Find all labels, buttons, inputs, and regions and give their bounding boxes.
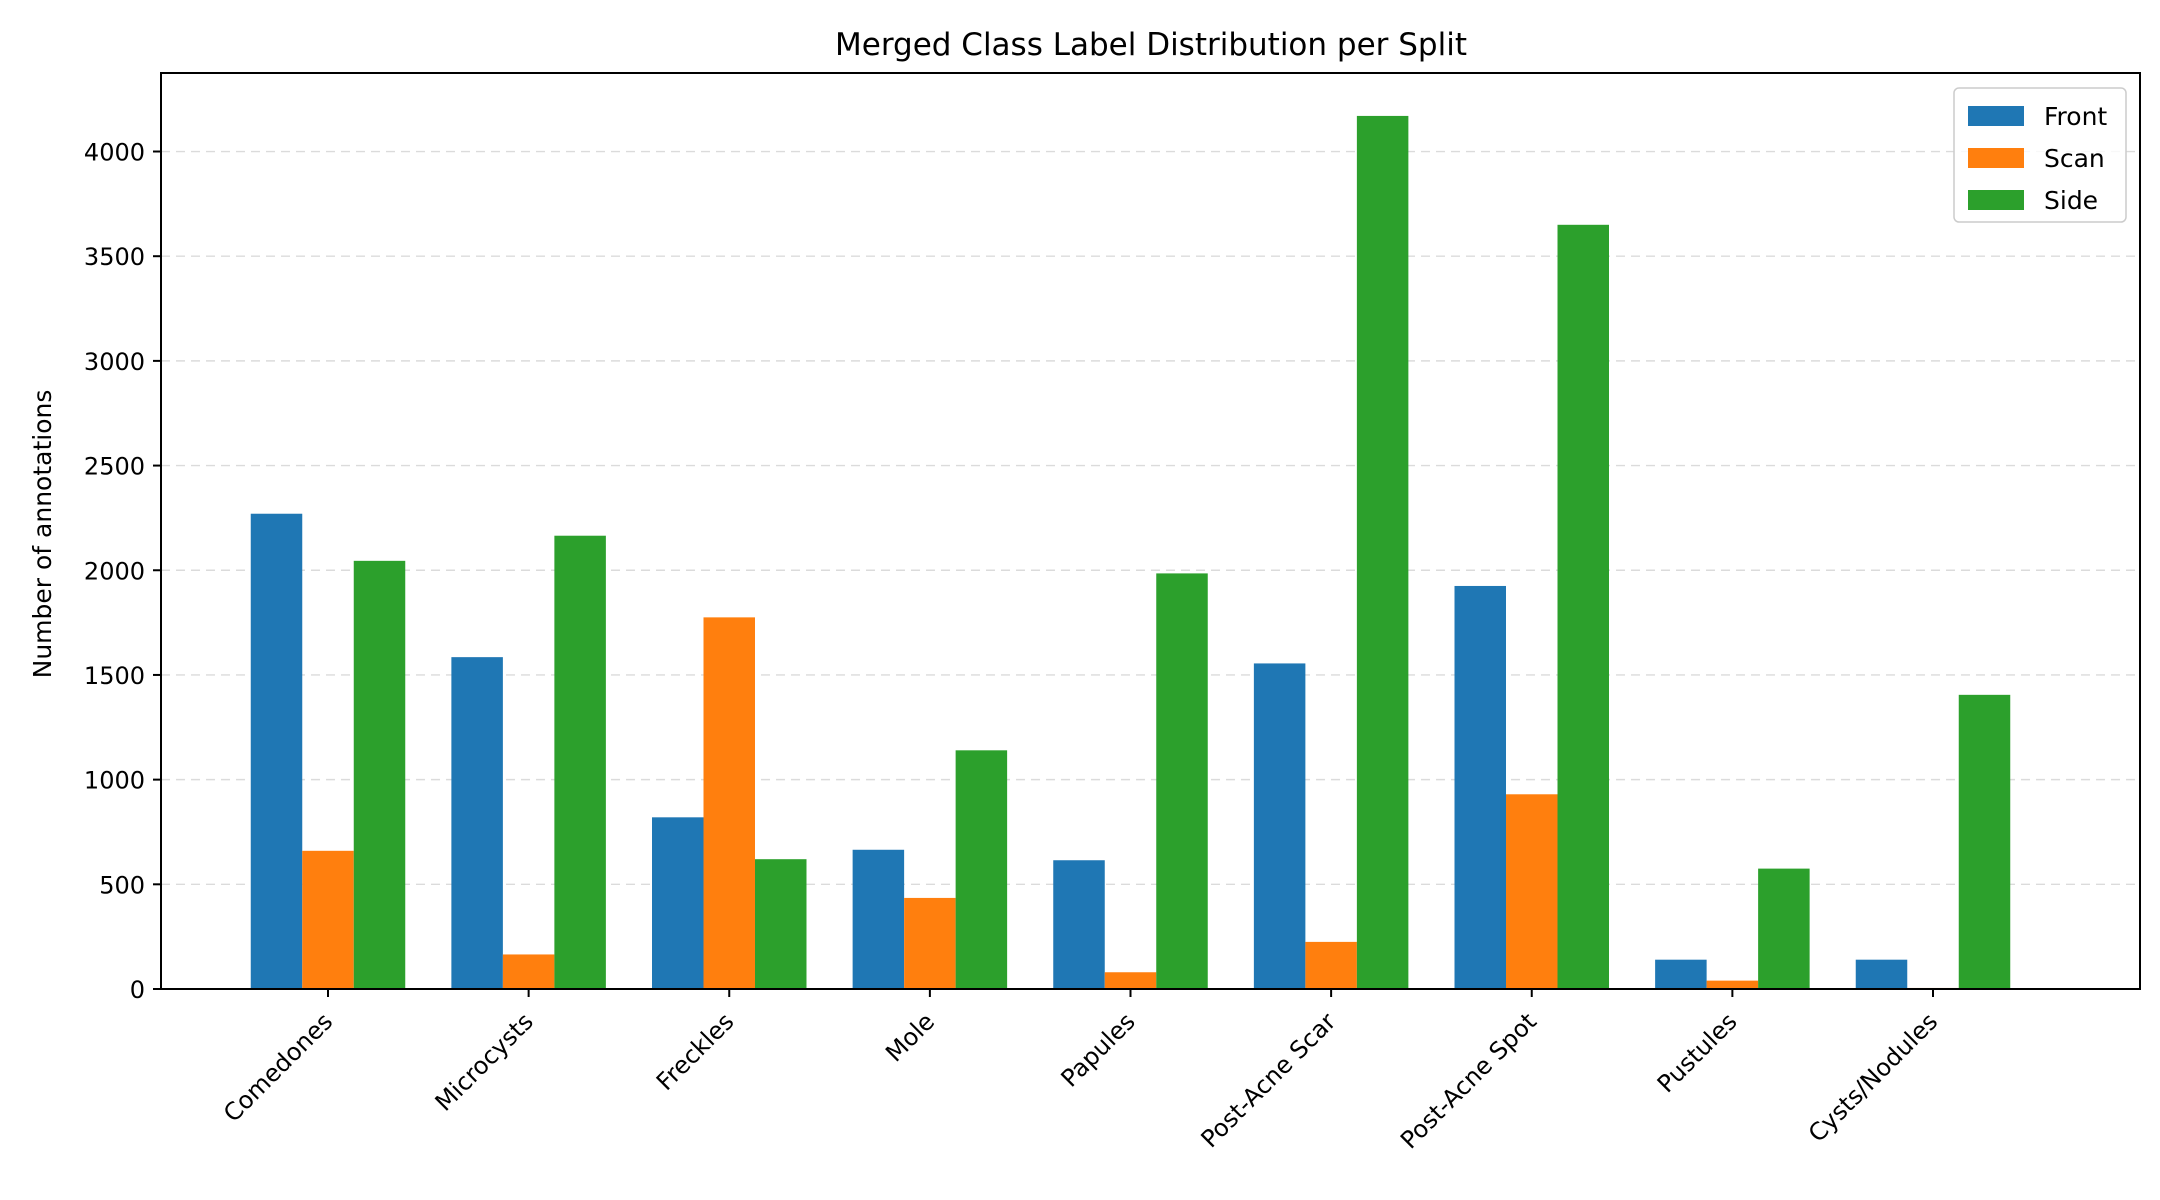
bar-front [852, 849, 905, 989]
bar-side [1557, 224, 1609, 989]
x-tick-label: Papules [1056, 1007, 1141, 1092]
bar-side [1356, 115, 1409, 989]
bar-front [1454, 585, 1506, 989]
x-tick-label: Pustules [1652, 1007, 1743, 1098]
bar-scan [1506, 794, 1558, 989]
x-tick-label: Cysts/Nodules [1803, 1007, 1943, 1147]
x-tick-label: Freckles [651, 1007, 740, 1096]
legend-swatch-scan [1968, 148, 2024, 168]
x-tick-label: Post-Acne Scar [1196, 1007, 1342, 1153]
legend-label: Side [2044, 186, 2098, 215]
bar-scan [904, 897, 956, 989]
bar-front [451, 657, 503, 989]
bar-scan [703, 617, 755, 989]
y-tick-label: 3500 [84, 243, 145, 271]
x-tick-label: Mole [880, 1007, 940, 1067]
x-tick-label: Post-Acne Spot [1395, 1007, 1542, 1154]
legend-label: Scan [2044, 144, 2105, 173]
y-tick-label: 1000 [84, 767, 145, 795]
y-tick-label: 2000 [84, 557, 145, 585]
x-tick-label: Comedones [218, 1007, 338, 1127]
y-tick-label: 2500 [84, 453, 145, 481]
bar-front [1053, 860, 1105, 989]
y-axis-label: Number of annotations [28, 390, 57, 679]
bar-side [1156, 573, 1208, 989]
bar-scan [1305, 941, 1357, 989]
bar-front [1655, 959, 1707, 989]
legend: Front Scan Side [1953, 87, 2127, 223]
y-tick-label: 1500 [84, 662, 145, 690]
legend-swatch-side [1968, 190, 2024, 210]
bar-front [1253, 663, 1306, 989]
bar-scan [1706, 980, 1759, 989]
plot-frame [160, 72, 2141, 990]
bar-scan [1104, 972, 1157, 989]
legend-label: Front [2044, 102, 2107, 131]
bars [250, 115, 2011, 989]
y-tick-label: 0 [130, 976, 145, 1004]
bar-side [1758, 868, 1810, 989]
legend-swatch-front [1968, 106, 2024, 126]
y-tick-label: 4000 [84, 139, 145, 167]
bar-scan [302, 850, 354, 989]
bar-side [955, 750, 1008, 989]
bar-side [353, 560, 406, 989]
bar-side [554, 535, 606, 989]
bar-front [1855, 959, 1908, 989]
bar-side [1958, 694, 2011, 989]
y-tick-label: 500 [99, 871, 145, 899]
x-tick-label: Microcysts [430, 1007, 539, 1116]
bar-front [652, 817, 704, 989]
bar-front [250, 513, 303, 989]
bar-side [755, 859, 807, 989]
y-tick-label: 3000 [84, 348, 145, 376]
chart-title: Merged Class Label Distribution per Spli… [835, 27, 1467, 63]
bar-scan [502, 954, 555, 989]
